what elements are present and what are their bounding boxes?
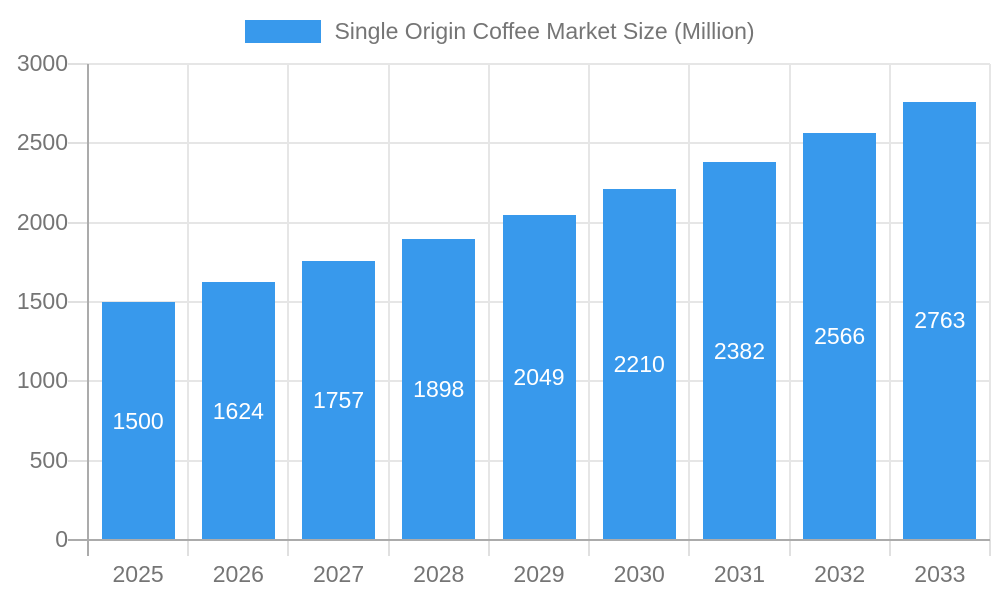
y-axis-tick-label: 500 (29, 446, 68, 473)
bar-value-label: 2382 (713, 337, 766, 364)
bar-2025: 1500 (101, 302, 175, 540)
bar-2030: 2210 (602, 189, 676, 540)
x-axis-tick-label: 2032 (814, 561, 866, 587)
v-gridline (989, 64, 991, 540)
x-tick-mark (387, 540, 390, 556)
y-axis-tick-label: 1500 (16, 287, 68, 314)
v-gridline (888, 64, 891, 540)
x-tick-mark (989, 540, 991, 556)
x-axis-tick-label: 2028 (413, 561, 465, 587)
x-tick-mark (788, 540, 791, 556)
y-axis-line (87, 64, 89, 556)
x-tick-mark (588, 540, 591, 556)
plot-area: 1500 1624 1757 1898 2049 2210 2382 2566 2763 0 50… (17, 50, 991, 587)
bar-2027: 1757 (302, 261, 376, 540)
bar-value-label: 1500 (112, 407, 164, 434)
bar-2031: 2382 (702, 162, 776, 540)
y-axis-tick-label: 1000 (16, 367, 68, 394)
bar-value-label: 2763 (914, 307, 966, 334)
x-tick-mark (487, 540, 490, 556)
bar-2028: 1898 (402, 238, 476, 540)
bar-2029: 2049 (502, 214, 576, 540)
v-gridline (287, 64, 290, 540)
bar-value-label: 1624 (212, 397, 264, 424)
h-gridline (88, 63, 990, 65)
x-axis-tick-label: 2026 (212, 561, 264, 587)
x-axis-tick-label: 2030 (613, 561, 665, 587)
y-tick-mark (68, 221, 88, 224)
v-gridline (788, 64, 791, 540)
x-tick-mark (688, 540, 691, 556)
bar-value-label: 1757 (312, 387, 365, 414)
x-axis-tick-label: 2027 (312, 561, 365, 587)
y-tick-mark (68, 63, 88, 65)
y-tick-mark (68, 301, 88, 303)
x-tick-mark (287, 540, 290, 556)
y-axis-tick-label: 0 (55, 525, 68, 552)
y-axis-tick-label: 2500 (16, 129, 68, 156)
chart-legend[interactable]: Single Origin Coffee Market Size (Millio… (0, 18, 1000, 45)
x-tick-mark (888, 540, 891, 556)
y-tick-mark (68, 459, 88, 462)
bar-value-label: 2210 (613, 351, 665, 378)
y-tick-mark (68, 142, 88, 145)
v-gridline (588, 64, 591, 540)
legend-swatch-icon (245, 20, 322, 43)
y-axis-tick-label: 2000 (16, 208, 68, 235)
x-axis-tick-label: 2029 (513, 561, 565, 587)
v-gridline (387, 64, 390, 540)
legend-label: Single Origin Coffee Market Size (Millio… (334, 18, 755, 44)
bar-value-label: 1898 (413, 375, 465, 402)
x-axis-tick-label: 2025 (112, 561, 164, 587)
bar-value-label: 2566 (814, 322, 866, 349)
y-axis-tick-label: 3000 (16, 49, 68, 76)
bar-value-label: 2049 (513, 363, 565, 390)
h-gridline (88, 142, 990, 145)
x-axis-line (68, 539, 990, 541)
bar-2033: 2763 (903, 101, 977, 540)
bar-2026: 1624 (201, 282, 275, 540)
x-axis-tick-label: 2031 (713, 561, 766, 587)
x-tick-mark (187, 540, 190, 556)
v-gridline (187, 64, 190, 540)
x-axis-tick-label: 2033 (914, 561, 966, 587)
y-tick-mark (68, 380, 88, 383)
v-gridline (487, 64, 490, 540)
v-gridline (688, 64, 691, 540)
bar-2032: 2566 (803, 132, 877, 540)
